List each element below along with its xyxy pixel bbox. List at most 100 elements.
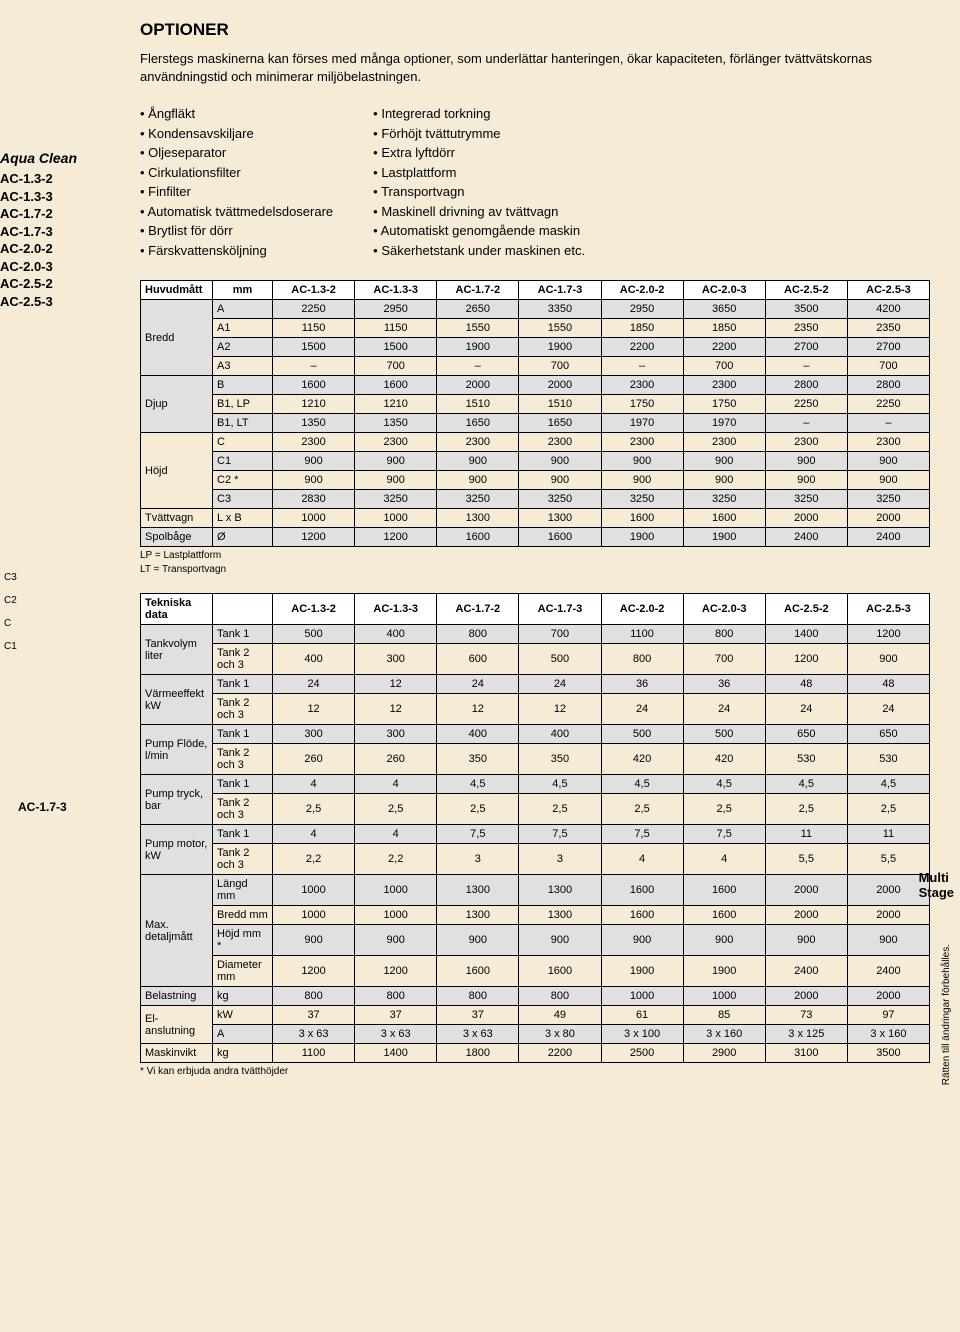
data-cell: 2300 [601, 376, 683, 395]
data-cell: 900 [519, 925, 601, 956]
data-cell: 300 [355, 725, 437, 744]
data-cell: 7,5 [519, 825, 601, 844]
data-cell: 800 [355, 987, 437, 1006]
row-key: kg [213, 1044, 273, 1063]
row-key: Höjd mm * [213, 925, 273, 956]
data-cell: 2,5 [519, 794, 601, 825]
row-key: B1, LT [213, 414, 273, 433]
data-cell: 3100 [765, 1044, 847, 1063]
group-label: Maskinvikt [141, 1044, 213, 1063]
data-cell: 420 [601, 744, 683, 775]
data-cell: 2400 [765, 528, 847, 547]
row-key: C3 [213, 490, 273, 509]
row-key: Längd mm [213, 875, 273, 906]
data-cell: 73 [765, 1006, 847, 1025]
group-label: Värmeeffekt kW [141, 675, 213, 725]
data-cell: 1850 [601, 319, 683, 338]
data-cell: 2300 [601, 433, 683, 452]
row-key: B [213, 376, 273, 395]
data-cell: 2,5 [273, 794, 355, 825]
data-cell: 3 [519, 844, 601, 875]
data-cell: 1300 [437, 906, 519, 925]
option-item: Automatisk tvättmedelsdoserare [140, 202, 333, 222]
data-cell: 300 [273, 725, 355, 744]
row-key: Tank 2 och 3 [213, 844, 273, 875]
data-cell: 4 [273, 825, 355, 844]
data-cell: 3 x 63 [273, 1025, 355, 1044]
data-cell: 3500 [765, 300, 847, 319]
data-cell: 3250 [519, 490, 601, 509]
data-cell: 12 [355, 675, 437, 694]
data-cell: 1200 [273, 956, 355, 987]
data-cell: 1600 [601, 509, 683, 528]
data-cell: 2300 [683, 376, 765, 395]
data-cell: 1000 [601, 987, 683, 1006]
data-cell: 1300 [519, 875, 601, 906]
row-key: Tank 1 [213, 825, 273, 844]
model-item: AC-2.0-2 [0, 240, 130, 258]
data-cell: 3650 [683, 300, 765, 319]
options-right: Integrerad torkningFörhöjt tvättutrymmeE… [373, 104, 585, 260]
data-cell: 1900 [601, 528, 683, 547]
row-key: Tank 1 [213, 675, 273, 694]
data-cell: 1510 [519, 395, 601, 414]
row-key: C2 * [213, 471, 273, 490]
data-cell: 2350 [765, 319, 847, 338]
data-cell: 24 [519, 675, 601, 694]
data-cell: 2400 [847, 528, 929, 547]
data-cell: 1900 [601, 956, 683, 987]
data-cell: 900 [437, 452, 519, 471]
data-cell: 97 [847, 1006, 929, 1025]
data-cell: 900 [519, 452, 601, 471]
data-cell: 530 [847, 744, 929, 775]
data-cell: 4 [683, 844, 765, 875]
data-cell: 1510 [437, 395, 519, 414]
option-item: Maskinell drivning av tvättvagn [373, 202, 585, 222]
model-item: AC-2.0-3 [0, 258, 130, 276]
data-cell: 300 [355, 644, 437, 675]
data-cell: 1550 [437, 319, 519, 338]
data-cell: 700 [355, 357, 437, 376]
data-cell: 2950 [355, 300, 437, 319]
option-item: Oljeseparator [140, 143, 333, 163]
brand-logo: Aqua Clean [0, 150, 130, 166]
group-label: Pump Flöde, l/min [141, 725, 213, 775]
data-cell: 4 [601, 844, 683, 875]
data-cell: 24 [765, 694, 847, 725]
data-cell: 4 [355, 775, 437, 794]
data-cell: 900 [601, 471, 683, 490]
group-label: Höjd [141, 433, 213, 509]
option-item: Integrerad torkning [373, 104, 585, 124]
data-cell: 2,2 [355, 844, 437, 875]
group-label: Tankvolym liter [141, 625, 213, 675]
data-cell: 900 [847, 471, 929, 490]
col-header: mm [213, 281, 273, 300]
data-cell: 900 [765, 925, 847, 956]
row-key: kg [213, 987, 273, 1006]
row-key: L x B [213, 509, 273, 528]
data-cell: 800 [273, 987, 355, 1006]
data-cell: 1200 [847, 625, 929, 644]
row-key: A [213, 300, 273, 319]
data-cell: 3250 [355, 490, 437, 509]
data-cell: 12 [273, 694, 355, 725]
note-lp: LP = Lastplattform [140, 550, 930, 561]
data-cell: 2950 [601, 300, 683, 319]
data-cell: 1400 [765, 625, 847, 644]
option-item: Färskvattensköljning [140, 241, 333, 261]
data-cell: 1600 [601, 906, 683, 925]
data-cell: 3 x 125 [765, 1025, 847, 1044]
data-cell: 3 x 160 [683, 1025, 765, 1044]
data-cell: 4,5 [437, 775, 519, 794]
data-cell: 4,5 [601, 775, 683, 794]
data-cell: 2000 [437, 376, 519, 395]
row-key: A [213, 1025, 273, 1044]
col-header: AC-2.5-3 [847, 281, 929, 300]
row-key: A2 [213, 338, 273, 357]
data-cell: 3250 [601, 490, 683, 509]
data-cell: 1550 [519, 319, 601, 338]
data-cell: 24 [273, 675, 355, 694]
data-cell: 700 [519, 625, 601, 644]
page-title: OPTIONER [140, 20, 930, 40]
col-header: AC-2.5-3 [847, 594, 929, 625]
